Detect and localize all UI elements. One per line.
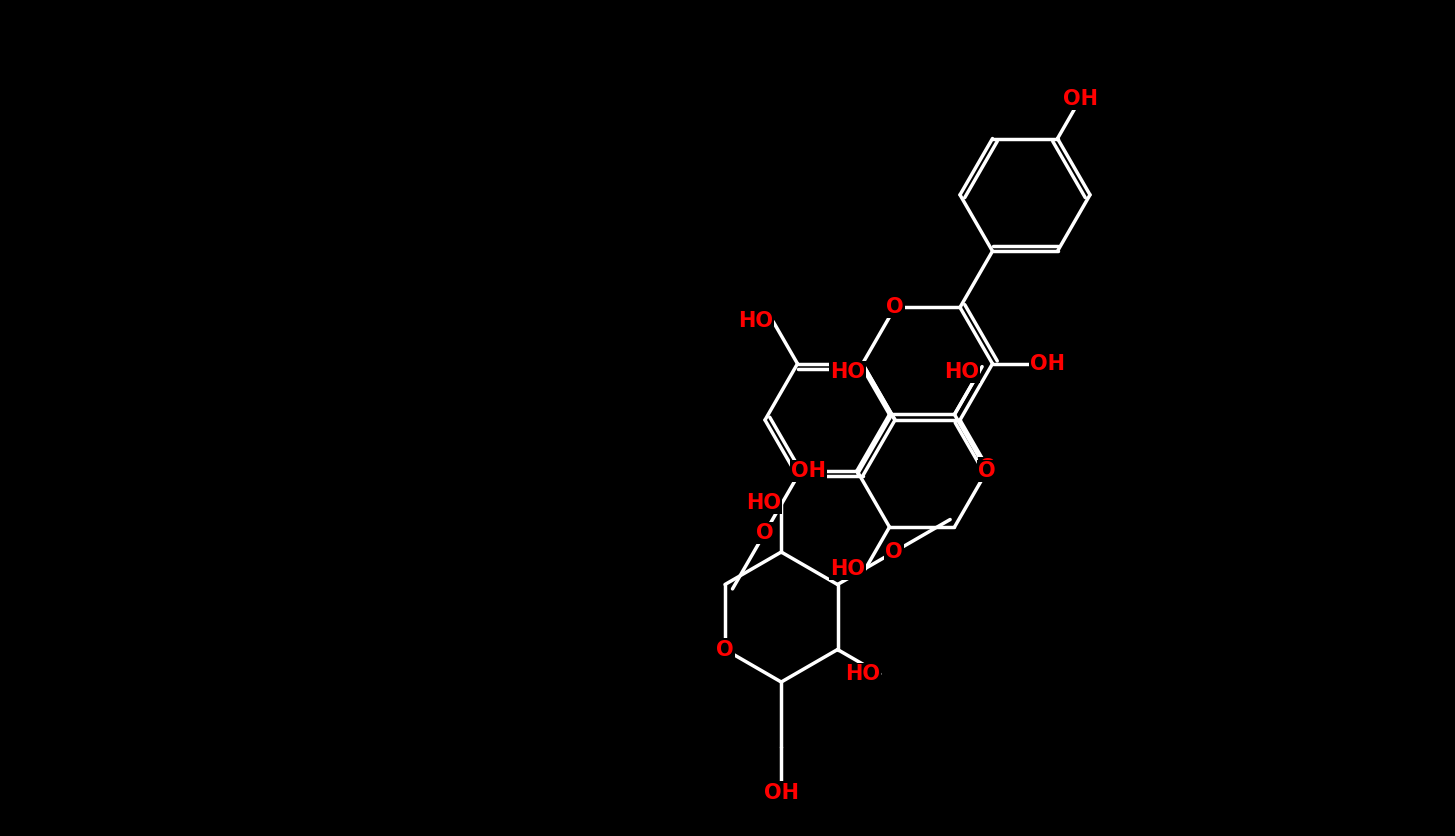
Text: HO: HO: [831, 362, 866, 382]
Text: O: O: [757, 522, 774, 543]
Text: O: O: [886, 298, 904, 318]
Text: OH: OH: [1030, 354, 1065, 374]
Text: HO: HO: [944, 362, 979, 382]
Text: O: O: [979, 458, 997, 478]
Text: HO: HO: [746, 493, 781, 513]
Text: OH: OH: [1062, 89, 1097, 110]
Text: O: O: [978, 461, 995, 481]
Text: OH: OH: [764, 782, 799, 803]
Text: OH: OH: [790, 461, 826, 481]
Text: O: O: [885, 542, 902, 562]
Text: HO: HO: [738, 312, 773, 332]
Text: HO: HO: [845, 664, 880, 684]
Text: O: O: [716, 640, 733, 660]
Text: HO: HO: [831, 559, 866, 579]
